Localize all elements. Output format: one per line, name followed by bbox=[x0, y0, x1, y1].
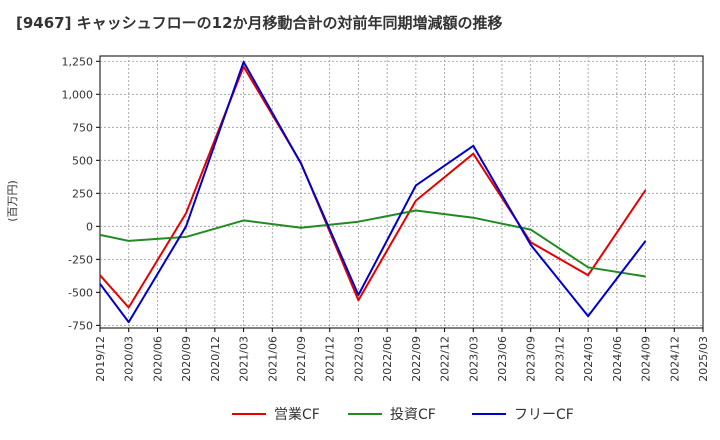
series-layer bbox=[99, 60, 647, 324]
y-tick-label: 750 bbox=[72, 121, 93, 134]
y-tick-label: 250 bbox=[72, 187, 93, 200]
x-tick-label: 2020/12 bbox=[209, 336, 222, 382]
y-tick-label: 1,000 bbox=[62, 88, 94, 101]
x-tick-label: 2019/12 bbox=[94, 336, 107, 382]
series-line-投資CF bbox=[99, 209, 646, 278]
legend-label: 営業CF bbox=[274, 407, 320, 423]
grid-layer bbox=[100, 56, 703, 328]
x-tick-label: 2023/03 bbox=[467, 336, 480, 382]
x-tick-label: 2021/06 bbox=[266, 336, 279, 382]
plot-area bbox=[99, 55, 704, 329]
x-tick-label: 2024/06 bbox=[611, 336, 624, 382]
x-tick-label: 2022/06 bbox=[381, 336, 394, 382]
x-tick-label: 2023/12 bbox=[553, 336, 566, 382]
x-tick-label: 2020/09 bbox=[180, 336, 193, 382]
y-tick-label: -250 bbox=[68, 253, 93, 266]
x-tick-label: 2023/09 bbox=[525, 336, 538, 382]
y-tick-label: 500 bbox=[72, 154, 93, 167]
y-tick-label: 0 bbox=[86, 220, 93, 233]
legend: 営業CF 投資CF フリーCF bbox=[232, 407, 574, 423]
x-tick-label: 2020/06 bbox=[151, 336, 164, 382]
y-tick-label: -500 bbox=[68, 286, 93, 299]
series-line-営業CF bbox=[99, 65, 647, 309]
x-tick-label: 2024/12 bbox=[668, 336, 681, 382]
x-tick-label: 2025/03 bbox=[697, 336, 710, 382]
x-tick-label: 2024/09 bbox=[640, 336, 653, 382]
x-tick-label: 2022/03 bbox=[352, 336, 365, 382]
x-tick-label: 2021/12 bbox=[324, 336, 337, 382]
x-tick-label: 2022/09 bbox=[410, 336, 423, 382]
x-tick-label: 2023/06 bbox=[496, 336, 509, 382]
x-tick-label: 2022/12 bbox=[439, 336, 452, 382]
y-tick-label: -750 bbox=[68, 319, 93, 332]
x-axis: 2019/12 2020/03 2020/06 2020/09 2020/12 2021/… bbox=[94, 328, 710, 382]
x-tick-label: 2020/03 bbox=[123, 336, 136, 382]
series-line-フリーCF bbox=[99, 60, 647, 324]
y-axis: -750 -500 -250 0 250 500 750 1,000 1,250 bbox=[62, 55, 100, 332]
chart-title: [9467] キャッシュフローの12か月移動合計の対前年同期増減額の推移 bbox=[16, 14, 503, 32]
legend-label: 投資CF bbox=[390, 407, 436, 423]
x-tick-label: 2021/03 bbox=[238, 336, 251, 382]
x-tick-label: 2021/09 bbox=[295, 336, 308, 382]
y-axis-label: (百万円) bbox=[6, 180, 19, 222]
legend-label: フリーCF bbox=[514, 407, 574, 423]
y-tick-label: 1,250 bbox=[62, 55, 94, 68]
x-tick-label: 2024/03 bbox=[582, 336, 595, 382]
